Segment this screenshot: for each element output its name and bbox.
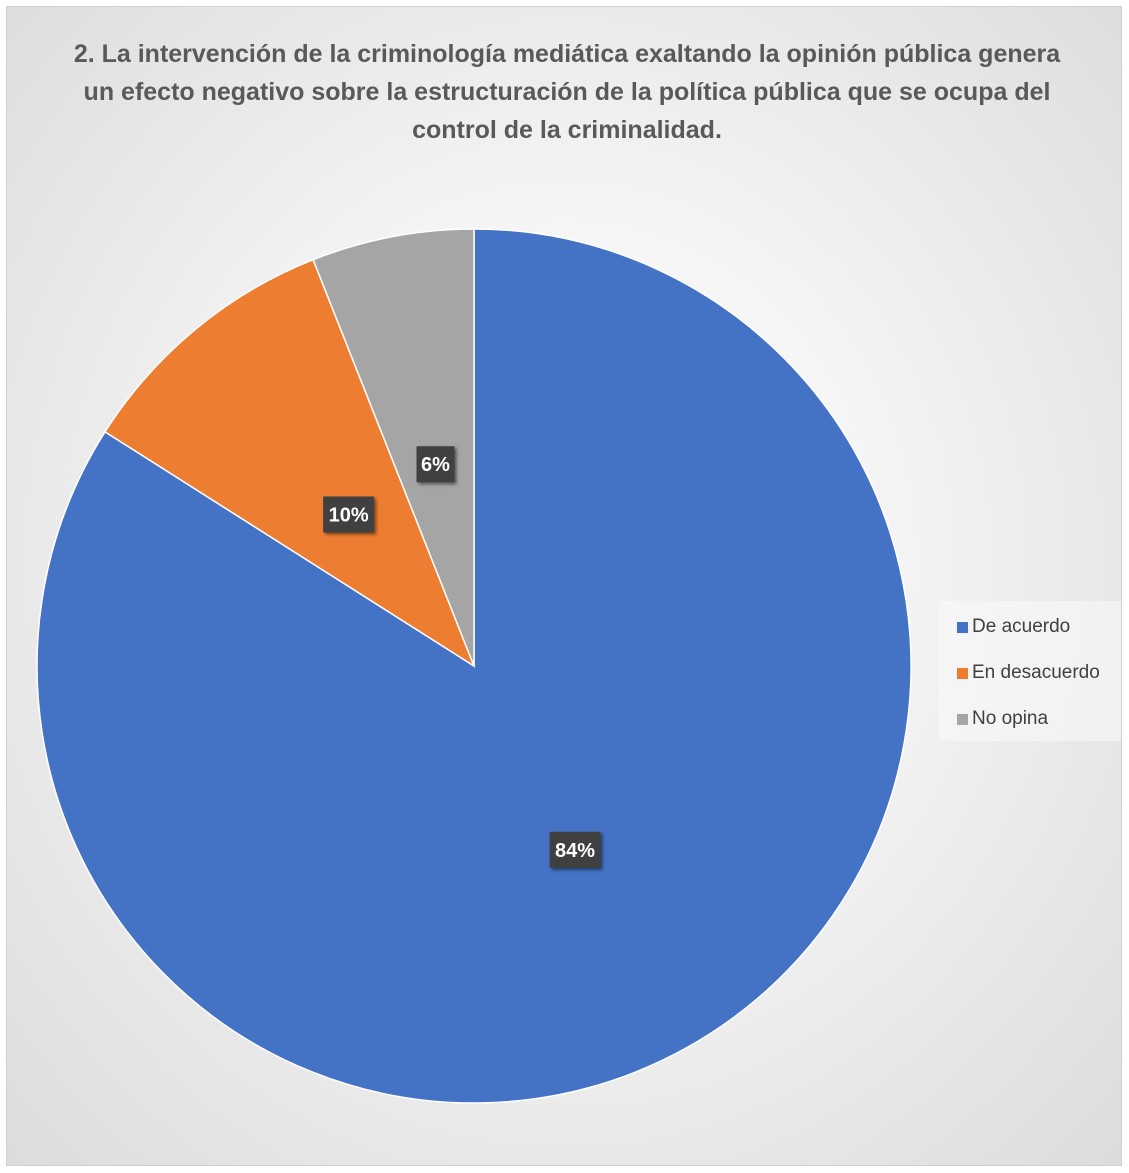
chart-area: 2. La intervención de la criminología me… xyxy=(6,6,1122,1166)
legend-label: No opina xyxy=(972,708,1049,729)
pie-slice-no-opina xyxy=(312,228,475,667)
data-label-text: 10% xyxy=(329,504,369,526)
data-label-box xyxy=(416,446,455,483)
legend-item-de-acuerdo: De acuerdo xyxy=(957,615,1070,639)
legend-item-no-opina: No opina xyxy=(957,707,1048,731)
chart-title: 2. La intervención de la criminología me… xyxy=(73,40,1061,144)
data-label-no-opina: 6% xyxy=(416,446,455,483)
data-label-box xyxy=(323,496,375,533)
legend-swatch xyxy=(957,667,968,679)
data-label-de-acuerdo: 84% xyxy=(549,831,601,868)
legend-swatch xyxy=(957,621,968,633)
data-label-text: 6% xyxy=(421,454,450,476)
data-label-box xyxy=(549,831,601,868)
legend-label: De acuerdo xyxy=(972,616,1071,637)
pie-chart: 84% 10% 6% xyxy=(36,228,912,1104)
data-label-text: 84% xyxy=(555,840,595,862)
pie-slice-en-desacuerdo xyxy=(103,258,476,668)
legend-swatch xyxy=(957,713,968,725)
legend-item-en-desacuerdo: En desacuerdo xyxy=(957,661,1100,685)
data-label-en-desacuerdo: 10% xyxy=(323,496,375,533)
legend-label: En desacuerdo xyxy=(972,662,1100,683)
legend: De acuerdo En desacuerdo No opina xyxy=(939,601,1121,741)
